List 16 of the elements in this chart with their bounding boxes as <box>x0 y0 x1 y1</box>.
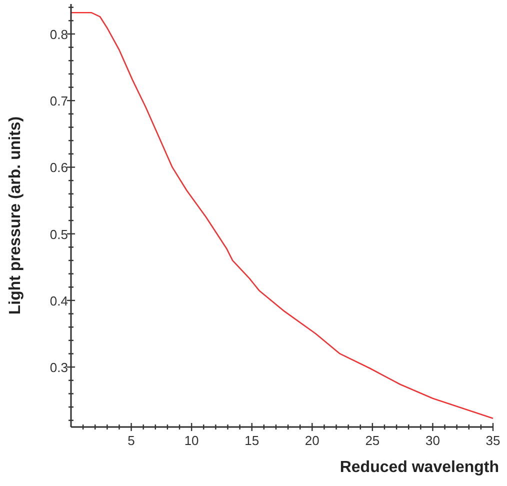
x-tick-label: 25 <box>365 433 380 448</box>
x-tick-label: 30 <box>425 433 440 448</box>
y-axis-title: Light pressure (arb. units) <box>7 116 24 315</box>
y-tick-label: 0.8 <box>50 26 68 42</box>
x-tick-label: 35 <box>486 433 500 448</box>
x-tick-label: 15 <box>244 433 260 448</box>
x-tick-label: 20 <box>304 433 320 448</box>
x-tick-label: 5 <box>128 433 135 448</box>
y-tick-label: 0.6 <box>50 160 68 176</box>
y-tick-label: 0.7 <box>50 94 68 109</box>
y-tick-label: 0.3 <box>50 360 68 376</box>
x-axis-title: Reduced wavelength <box>340 459 499 476</box>
y-tick-label: 0.4 <box>50 293 68 308</box>
y-tick-label: 0.5 <box>50 226 68 242</box>
x-tick-label: 10 <box>184 433 199 448</box>
line-series <box>70 12 494 419</box>
